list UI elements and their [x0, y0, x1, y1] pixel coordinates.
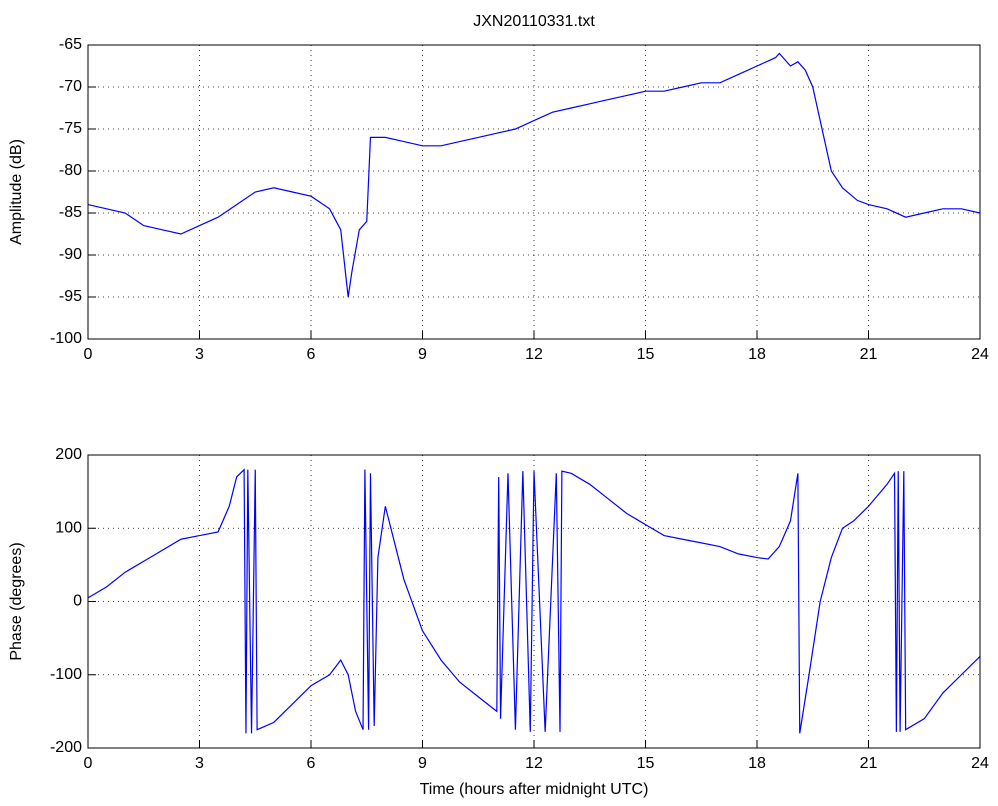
x-tick-label: 0: [84, 755, 93, 772]
x-tick-label: 12: [525, 346, 543, 363]
axes-box: [87, 454, 981, 749]
x-tick-label: 18: [748, 755, 766, 772]
x-tick-label: 0: [84, 346, 93, 363]
x-tick-label: 21: [860, 755, 878, 772]
x-tick-label: 15: [637, 346, 655, 363]
x-tick-label: 9: [418, 755, 427, 772]
x-tick-label: 24: [971, 755, 989, 772]
y-tick-label: 0: [73, 593, 82, 610]
y-tick-label: 100: [55, 519, 82, 536]
x-tick-label: 6: [307, 755, 316, 772]
y-tick-label: -100: [50, 666, 82, 683]
x-tick-label: 24: [971, 346, 989, 363]
y-tick-label: -90: [59, 246, 82, 263]
x-tick-label: 21: [860, 346, 878, 363]
y-tick-label: -70: [59, 78, 82, 95]
y-tick-label: -100: [50, 330, 82, 347]
y-tick-label: -200: [50, 739, 82, 756]
x-tick-label: 3: [195, 346, 204, 363]
x-axis-label: Time (hours after midnight UTC): [420, 781, 649, 798]
plot-area: [88, 45, 980, 339]
data-line: [87, 468, 981, 734]
x-tick-label: 18: [748, 346, 766, 363]
axes-box: [87, 44, 981, 340]
y-tick-label: 200: [55, 446, 82, 463]
y-axis-label: Phase (degrees): [8, 542, 25, 660]
y-tick-label: -95: [59, 288, 82, 305]
y-tick-label: -75: [59, 120, 82, 137]
x-tick-label: 15: [637, 755, 655, 772]
chart-title: JXN20110331.txt: [473, 13, 595, 30]
y-axis-label: Amplitude (dB): [8, 139, 25, 245]
data-line: [87, 52, 981, 298]
y-tick-label: -80: [59, 162, 82, 179]
x-tick-label: 12: [525, 755, 543, 772]
y-tick-label: -65: [59, 36, 82, 53]
x-tick-label: 3: [195, 755, 204, 772]
y-tick-label: -85: [59, 204, 82, 221]
x-tick-label: 6: [307, 346, 316, 363]
x-tick-label: 9: [418, 346, 427, 363]
